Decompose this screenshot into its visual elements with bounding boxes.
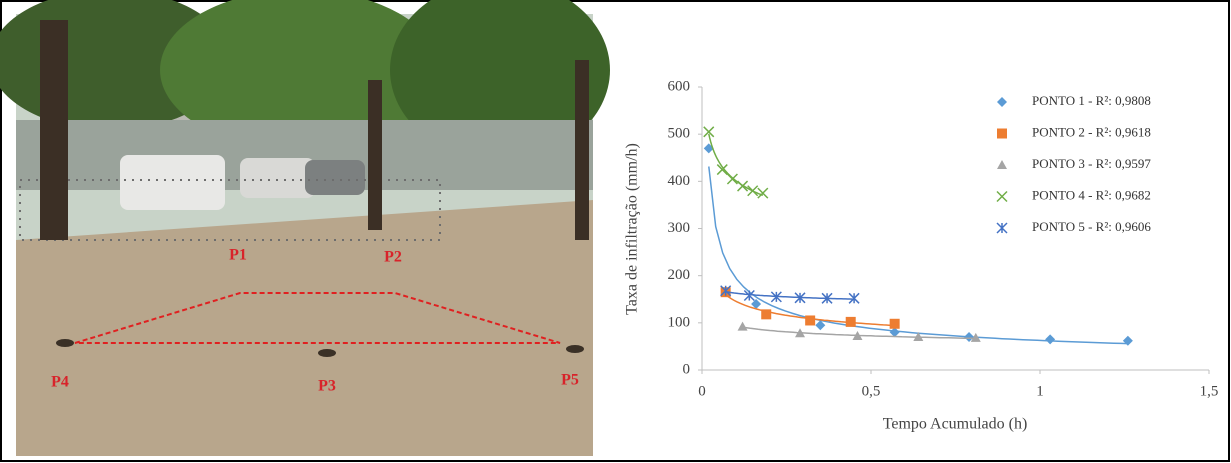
data-point — [890, 319, 900, 329]
data-point — [761, 309, 771, 319]
hole — [56, 339, 74, 347]
trunk — [40, 20, 68, 240]
legend-label: PONTO 5 - R²: 0,9606 — [1032, 219, 1151, 234]
y-tick-label: 600 — [668, 78, 691, 94]
y-axis-label: Taxa de infiltração (mm/h) — [624, 143, 641, 315]
legend-label: PONTO 1 - R²: 0,9808 — [1032, 93, 1151, 108]
x-tick-label: 1,5 — [1200, 383, 1219, 399]
hole — [318, 349, 336, 357]
y-tick-label: 500 — [668, 126, 691, 142]
point-label: P5 — [561, 372, 579, 389]
y-tick-label: 100 — [668, 314, 691, 330]
legend-label: PONTO 4 - R²: 0,9682 — [1032, 187, 1151, 202]
x-tick-label: 0,5 — [862, 383, 881, 399]
point-label: P3 — [318, 378, 336, 395]
trunk — [368, 80, 382, 230]
x-tick-label: 0 — [698, 383, 706, 399]
legend-label: PONTO 2 - R²: 0,9618 — [1032, 124, 1151, 139]
car — [240, 158, 315, 198]
y-tick-label: 400 — [668, 173, 691, 189]
data-point — [846, 317, 856, 327]
y-tick-label: 300 — [668, 220, 691, 236]
van — [120, 155, 225, 210]
hole — [566, 345, 584, 353]
x-tick-label: 1 — [1036, 383, 1044, 399]
x-axis-label: Tempo Acumulado (h) — [883, 416, 1028, 433]
point-label: P1 — [229, 247, 247, 264]
data-point — [805, 315, 815, 325]
car — [305, 160, 365, 195]
y-tick-label: 200 — [668, 267, 691, 283]
ground — [16, 200, 593, 456]
point-label: P2 — [384, 249, 402, 266]
page: P1 P2 P3 P4 P5 Tempo Acumulado (h) Taxa … — [0, 0, 1231, 463]
photo: P1 P2 P3 P4 P5 — [0, 0, 610, 456]
trunk — [575, 60, 589, 240]
legend-marker — [997, 129, 1007, 139]
point-label: P4 — [51, 374, 69, 391]
y-tick-label: 0 — [683, 361, 691, 377]
figure: P1 P2 P3 P4 P5 Tempo Acumulado (h) Taxa … — [0, 0, 1231, 463]
legend-label: PONTO 3 - R²: 0,9597 — [1032, 156, 1151, 171]
